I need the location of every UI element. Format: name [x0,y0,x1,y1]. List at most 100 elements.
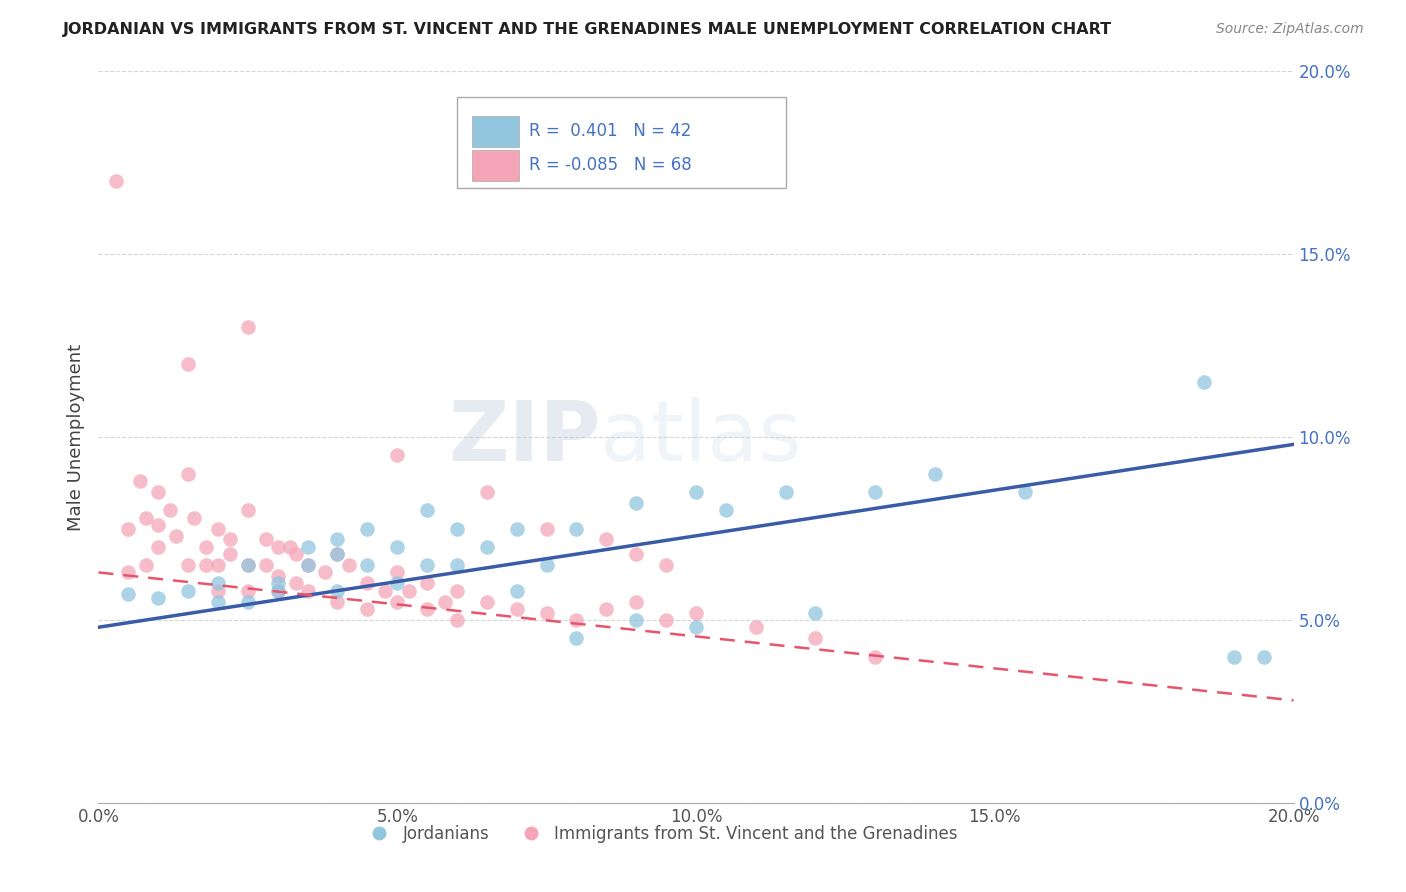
Point [207,594,229,608]
Point [315,566,337,580]
Point [506,583,529,598]
Point [506,602,529,616]
Point [117,566,139,580]
FancyBboxPatch shape [472,117,519,147]
Point [267,569,290,583]
Point [236,558,259,573]
Point [865,485,887,500]
Point [177,558,200,573]
Point [685,606,707,620]
Point [475,594,498,608]
Point [565,632,588,646]
Point [254,533,277,547]
Point [1223,649,1246,664]
Point [148,517,170,532]
Point [385,540,409,554]
Point [117,587,139,601]
Point [565,521,588,535]
Point [595,602,617,616]
Point [685,620,707,634]
Point [254,558,277,573]
Point [207,583,229,598]
Point [148,485,170,500]
Point [385,566,409,580]
Point [536,606,558,620]
Point [284,547,307,561]
Point [475,485,498,500]
Point [219,533,242,547]
Point [267,583,290,598]
Point [326,547,349,561]
Point [565,613,588,627]
Point [626,594,648,608]
Point [416,602,439,616]
FancyBboxPatch shape [472,150,519,181]
Point [339,558,361,573]
Point [626,496,648,510]
Text: R =  0.401   N = 42: R = 0.401 N = 42 [529,122,690,140]
Point [165,529,187,543]
Y-axis label: Male Unemployment: Male Unemployment [66,343,84,531]
Point [745,620,768,634]
Text: ZIP: ZIP [449,397,600,477]
Point [326,594,349,608]
Point [267,540,290,554]
Point [385,448,409,462]
Point [177,583,200,598]
Text: R = -0.085   N = 68: R = -0.085 N = 68 [529,156,692,174]
Point [356,576,378,591]
Point [714,503,737,517]
Point [278,540,301,554]
Point [446,558,468,573]
Point [326,583,349,598]
Point [685,485,707,500]
Point [207,576,229,591]
Point [398,583,420,598]
Point [326,547,349,561]
Point [595,533,617,547]
Point [297,583,319,598]
Point [195,540,218,554]
Point [236,583,259,598]
Point [297,540,319,554]
Point [297,558,319,573]
Point [236,594,259,608]
Point [1253,649,1275,664]
Point [183,510,205,524]
Point [356,602,378,616]
Point [655,613,678,627]
Point [775,485,797,500]
Point [297,558,319,573]
Point [374,583,396,598]
Point [129,474,152,488]
Point [655,558,678,573]
Point [117,521,139,535]
Point [148,591,170,605]
Point [284,576,307,591]
Point [536,558,558,573]
Point [536,521,558,535]
Point [236,558,259,573]
Point [159,503,181,517]
Point [804,606,827,620]
Point [865,649,887,664]
Point [385,576,409,591]
Text: JORDANIAN VS IMMIGRANTS FROM ST. VINCENT AND THE GRENADINES MALE UNEMPLOYMENT CO: JORDANIAN VS IMMIGRANTS FROM ST. VINCENT… [63,22,1112,37]
Point [177,357,200,371]
Point [236,503,259,517]
Point [267,576,290,591]
Point [207,521,229,535]
Point [177,467,200,481]
Point [626,613,648,627]
Point [326,533,349,547]
Point [356,521,378,535]
Point [1014,485,1036,500]
Point [1192,375,1215,389]
Point [135,510,157,524]
Point [446,521,468,535]
Point [626,547,648,561]
Point [236,320,259,334]
Point [385,594,409,608]
FancyBboxPatch shape [457,97,786,188]
Point [195,558,218,573]
